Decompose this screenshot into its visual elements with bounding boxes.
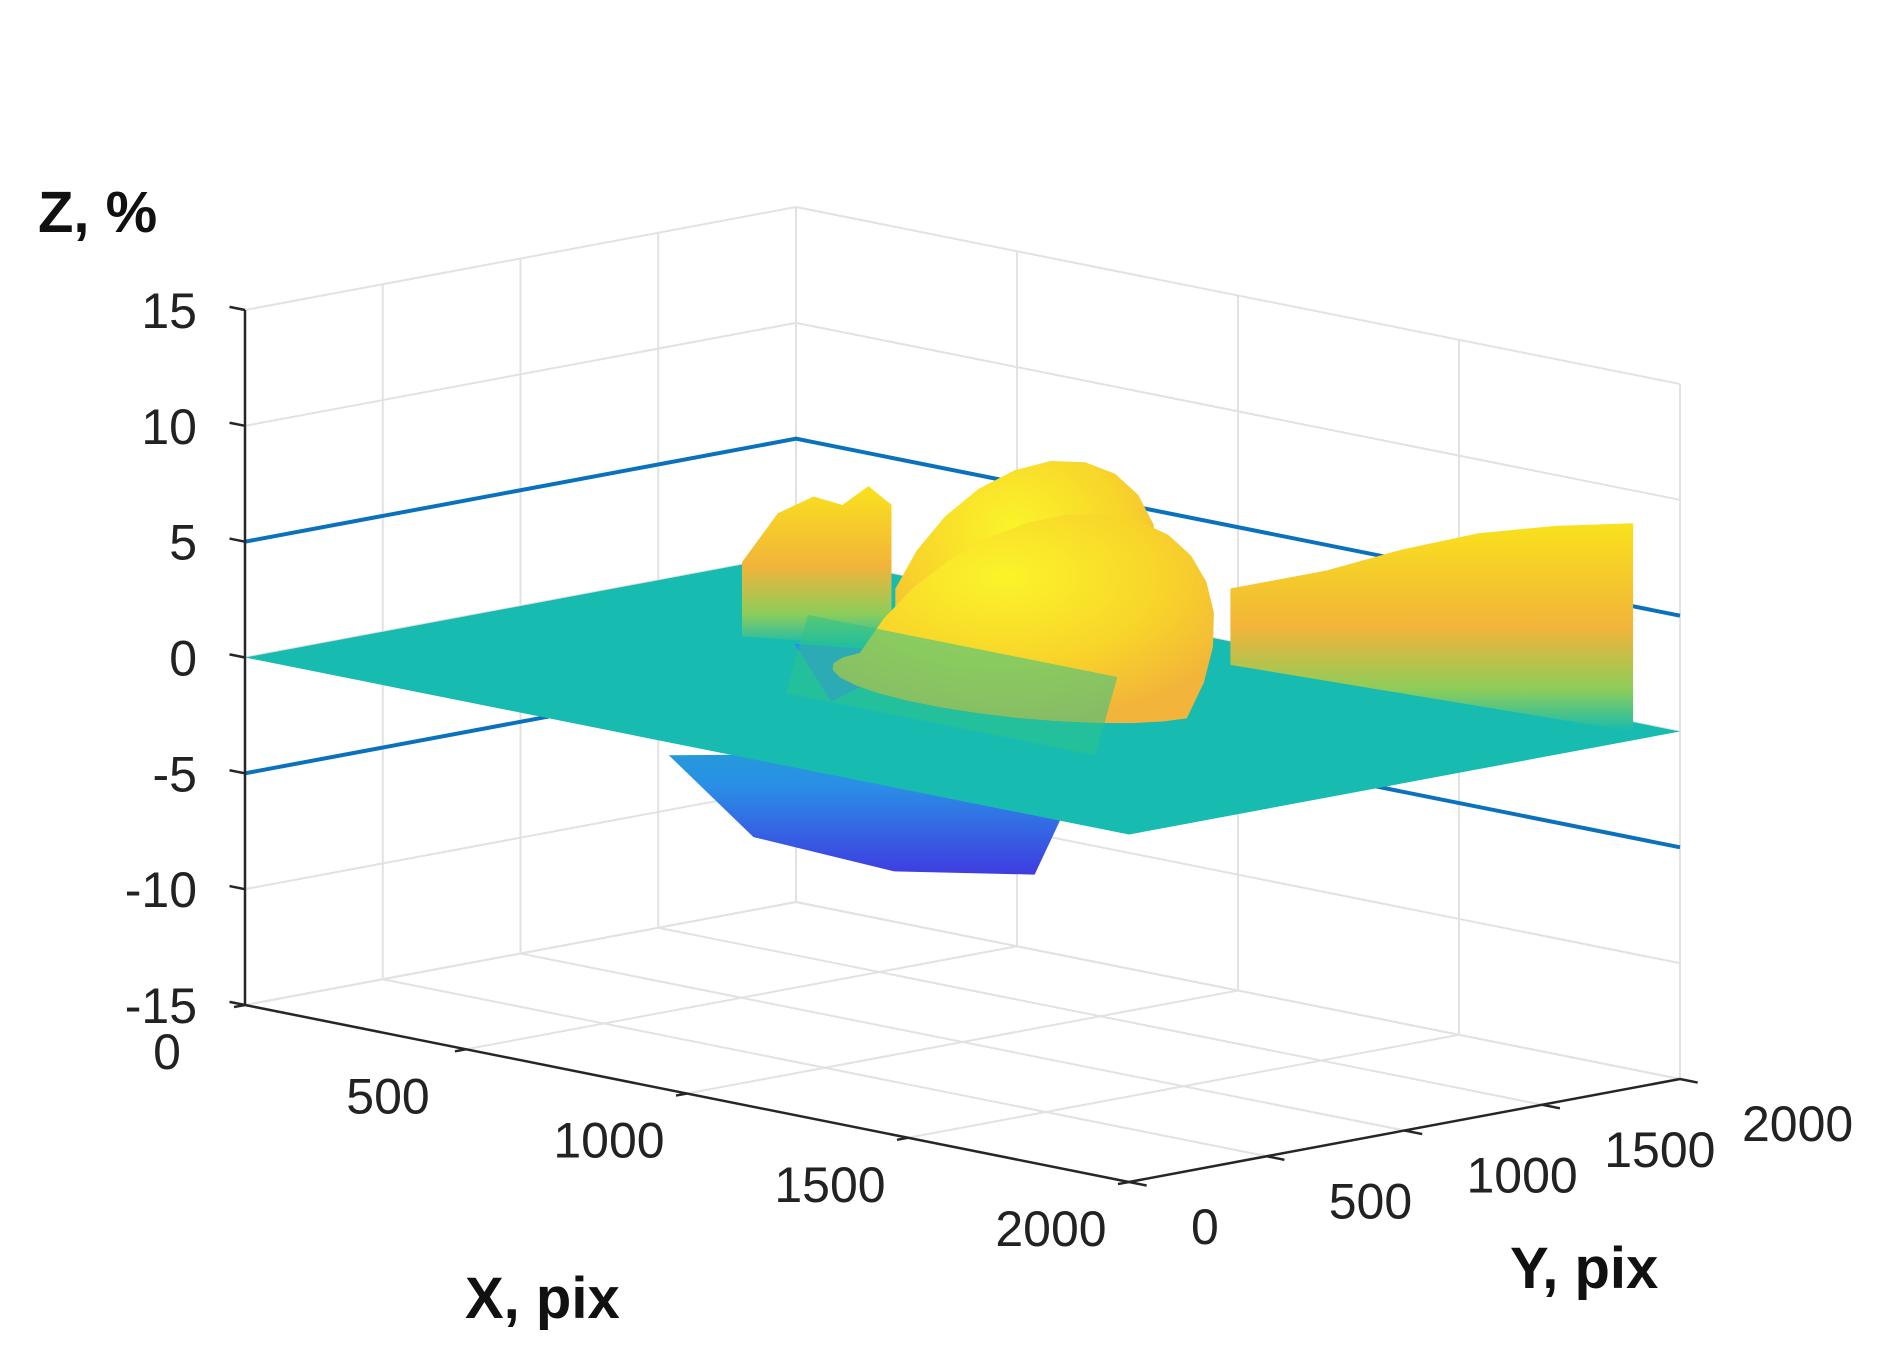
x-tick-4 (1117, 1180, 1130, 1186)
z-tick-label: 10 (141, 399, 197, 455)
x-tick-label: 2000 (995, 1201, 1106, 1257)
y-tick-label: 1000 (1467, 1148, 1578, 1204)
z-tick-1 (229, 421, 246, 428)
z-tick-label: -15 (125, 978, 197, 1034)
y-tick-label: 1500 (1604, 1122, 1715, 1178)
z-tick-label: 0 (169, 631, 197, 687)
z-tick-label: 5 (169, 515, 197, 571)
x-tick-3 (896, 1136, 909, 1142)
z-tick-label: -5 (153, 746, 197, 802)
x-tick-1 (454, 1048, 467, 1053)
leftwall-grid-z-5 (244, 785, 797, 891)
y-tick-label: 500 (1329, 1173, 1412, 1229)
y-tick-0 (1128, 1180, 1147, 1187)
y-tick-4 (1679, 1077, 1698, 1084)
z-tick-2 (229, 537, 246, 543)
z-tick-3 (229, 653, 246, 659)
z-tick-0 (229, 305, 246, 312)
y-tick-3 (1542, 1103, 1561, 1110)
x-tick-label: 500 (346, 1068, 429, 1124)
tick-labels: 0 500 1000 1500 2000 0 500 1000 1500 2000 15 10 5 0 -5… (125, 283, 1854, 1257)
backwall-grid-z-1 (795, 321, 1681, 501)
floor-grid-y-3 (658, 926, 1543, 1106)
y-tick-label: 2000 (1742, 1096, 1853, 1152)
x-tick-2 (675, 1092, 688, 1097)
floor-grid-y-1 (382, 978, 1267, 1158)
y-tick-2 (1404, 1129, 1423, 1136)
z-axis-label: Z, % (38, 180, 157, 245)
leftwall-grid-z-1 (244, 321, 797, 427)
backwall-grid-z-0 (795, 206, 1681, 385)
z-tick-6 (229, 1000, 246, 1007)
leftwall-grid-z-0 (244, 206, 797, 311)
y-tick-label: 0 (1191, 1199, 1219, 1255)
surface-ridge-right (1230, 523, 1634, 732)
x-tick-label: 1000 (553, 1113, 664, 1169)
z-tick-label: 15 (141, 283, 197, 339)
axes-lines (229, 305, 1698, 1187)
z-tick-4 (229, 769, 246, 775)
leftwall-grid-z-6 (244, 901, 797, 1006)
surface-ridge-left (742, 486, 892, 647)
backwall-grid-z-6 (795, 901, 1681, 1080)
y-axis-label: Y, pix (1510, 1236, 1658, 1301)
y-tick-1 (1266, 1155, 1285, 1162)
z-tick-5 (229, 884, 246, 891)
surface (245, 461, 1680, 875)
x-tick-label: 1500 (774, 1157, 885, 1213)
x-tick-label: 0 (153, 1024, 181, 1080)
floor-grid-y-2 (520, 952, 1405, 1132)
x-axis-label: X, pix (465, 1266, 620, 1331)
surface-dome-base (785, 615, 1118, 756)
z-tick-label: -10 (125, 862, 197, 918)
